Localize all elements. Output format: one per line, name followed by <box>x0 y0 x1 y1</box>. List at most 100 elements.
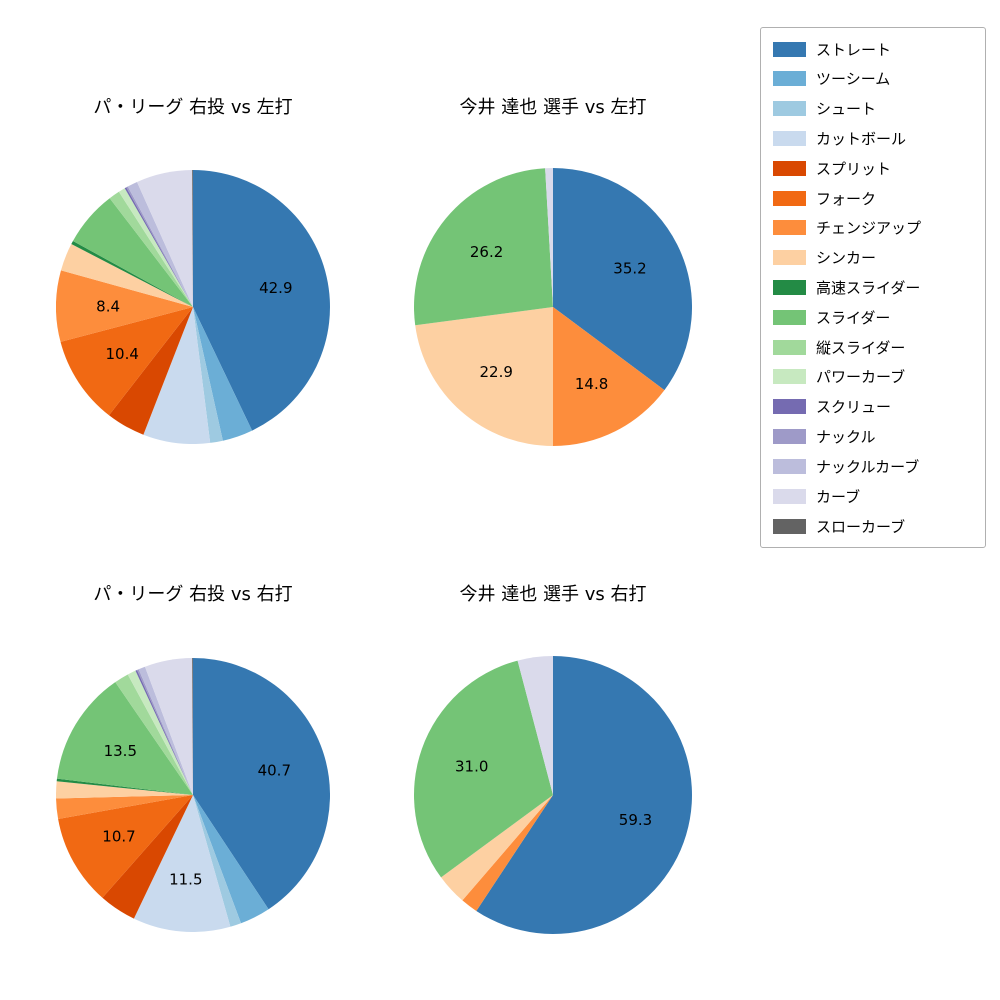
slice-value-label: 31.0 <box>455 757 488 775</box>
pie-slice <box>60 307 193 416</box>
legend-item: シンカー <box>773 247 973 269</box>
pie: 35.2 14.8 22.9 26.2 <box>386 168 720 446</box>
chart-title: 今井 達也 選手 vs 右打 <box>459 584 647 605</box>
slice-value-label: 10.4 <box>105 345 138 363</box>
pie-slice <box>415 307 553 446</box>
legend-swatch-icon <box>773 399 806 415</box>
legend-item: カーブ <box>773 485 973 507</box>
legend-item: スクリュー <box>773 396 973 418</box>
pie-slice <box>60 244 193 307</box>
pie-slice <box>109 307 193 435</box>
legend: ストレートツーシームシュートカットボールスプリットフォークチェンジアップ シンカー… <box>760 27 986 548</box>
legend-swatch-icon <box>773 101 806 117</box>
legend-label: シュート <box>816 100 877 119</box>
slice-value-label: 26.2 <box>470 243 503 261</box>
pie-slice <box>144 658 193 795</box>
legend-item: スプリット <box>773 157 973 179</box>
slice-value-label: 42.9 <box>259 279 292 297</box>
legend-item: スローカーブ <box>773 515 973 537</box>
pie-slice <box>127 181 193 307</box>
slice-value-label: 8.4 <box>96 298 120 316</box>
legend-item: ツーシーム <box>773 68 973 90</box>
pie-slice <box>414 660 553 878</box>
pie-slice <box>414 168 553 326</box>
legend-swatch-icon <box>773 309 806 325</box>
pie-slice <box>56 795 193 819</box>
slice-value-label: 40.7 <box>258 762 291 780</box>
legend-swatch-icon <box>773 280 806 295</box>
legend-label: ツーシーム <box>816 70 891 89</box>
legend-item: パワーカーブ <box>773 366 973 388</box>
pie-slice <box>193 795 242 927</box>
legend-item: 縦スライダー <box>773 336 973 358</box>
pie-slice <box>72 198 193 307</box>
legend-label: カットボール <box>816 129 907 148</box>
chart-title: 今井 達也 選手 vs 左打 <box>459 97 647 118</box>
pie: 59.3 31.0 <box>386 656 720 934</box>
pie-chart-pa-league-vs-right: パ・リーグ 右投 vs 右打 40.7 11.5 10.7 13.5 <box>26 583 360 932</box>
slice-value-label: 10.7 <box>102 828 135 846</box>
legend-swatch-icon <box>773 429 806 445</box>
pie-slice <box>118 188 193 307</box>
legend-label: ナックル <box>816 428 876 447</box>
pie-chart-pa-league-vs-left: パ・リーグ 右投 vs 左打 42.9 10.4 8.4 <box>26 96 360 444</box>
pie-slice <box>476 656 692 934</box>
slice-value-label: 35.2 <box>613 259 646 277</box>
legend-label: スローカーブ <box>816 517 906 536</box>
legend-label: チェンジアップ <box>816 219 922 238</box>
pie-slice <box>102 795 193 919</box>
pie-slice <box>193 307 253 441</box>
legend-item: フォーク <box>773 187 973 209</box>
legend-item: 高速スライダー <box>773 277 973 299</box>
slice-value-label: 22.9 <box>479 363 512 381</box>
pie-slice <box>143 307 211 444</box>
legend-label: ストレート <box>816 40 892 59</box>
pie-slice <box>193 658 330 910</box>
legend-label: 高速スライダー <box>816 279 921 297</box>
slice-value-label: 59.3 <box>619 811 652 829</box>
legend-swatch-icon <box>773 41 806 57</box>
pie: 40.7 11.5 10.7 13.5 <box>26 658 360 932</box>
pie-chart-imai-vs-right: 今井 達也 選手 vs 右打 59.3 31.0 <box>386 583 720 934</box>
legend-swatch-icon <box>773 160 806 176</box>
legend-label: スライダー <box>816 308 891 327</box>
legend-item: シュート <box>773 98 973 120</box>
pie-slice <box>56 778 193 795</box>
chart-title: パ・リーグ 右投 vs 右打 <box>93 584 293 605</box>
pie-slice <box>115 674 193 795</box>
pie-slice <box>193 307 223 443</box>
pie-slice <box>553 168 692 391</box>
pie-slice <box>56 781 193 799</box>
legend-swatch-icon <box>773 250 806 266</box>
legend-label: ナックルカーブ <box>816 457 920 476</box>
pie-chart-imai-vs-left: 今井 達也 選手 vs 左打 35.2 14.8 22.9 26.2 <box>386 96 720 446</box>
slice-value-label: 14.8 <box>575 375 608 393</box>
legend-swatch-icon <box>773 190 806 206</box>
pie: 42.9 10.4 8.4 <box>26 170 360 444</box>
legend-label: カーブ <box>816 487 861 506</box>
pie-slice <box>58 795 193 898</box>
legend-swatch-icon <box>773 339 806 355</box>
legend-label: 縦スライダー <box>816 338 906 357</box>
pie-slice <box>441 795 553 901</box>
pie-slice <box>133 795 231 932</box>
legend-label: シンカー <box>816 249 877 268</box>
pie-slice <box>193 170 330 431</box>
pie-slice <box>462 795 553 911</box>
pie-slice <box>56 682 194 795</box>
pie-slice <box>137 669 193 795</box>
legend-item: スライダー <box>773 306 973 328</box>
legend-item: チェンジアップ <box>773 217 973 239</box>
pie-slice <box>137 170 193 307</box>
legend-swatch-icon <box>773 71 806 87</box>
pie-slice <box>126 186 193 307</box>
legend-item: ストレート <box>773 38 973 60</box>
pie-slice <box>135 669 193 795</box>
pie-slice <box>56 270 193 342</box>
pie-slice <box>127 670 193 795</box>
legend-swatch-icon <box>773 518 806 534</box>
legend-label: パワーカーブ <box>816 368 906 387</box>
pie-slice <box>193 795 269 924</box>
legend-label: フォーク <box>816 189 877 208</box>
legend-label: スクリュー <box>816 398 892 417</box>
